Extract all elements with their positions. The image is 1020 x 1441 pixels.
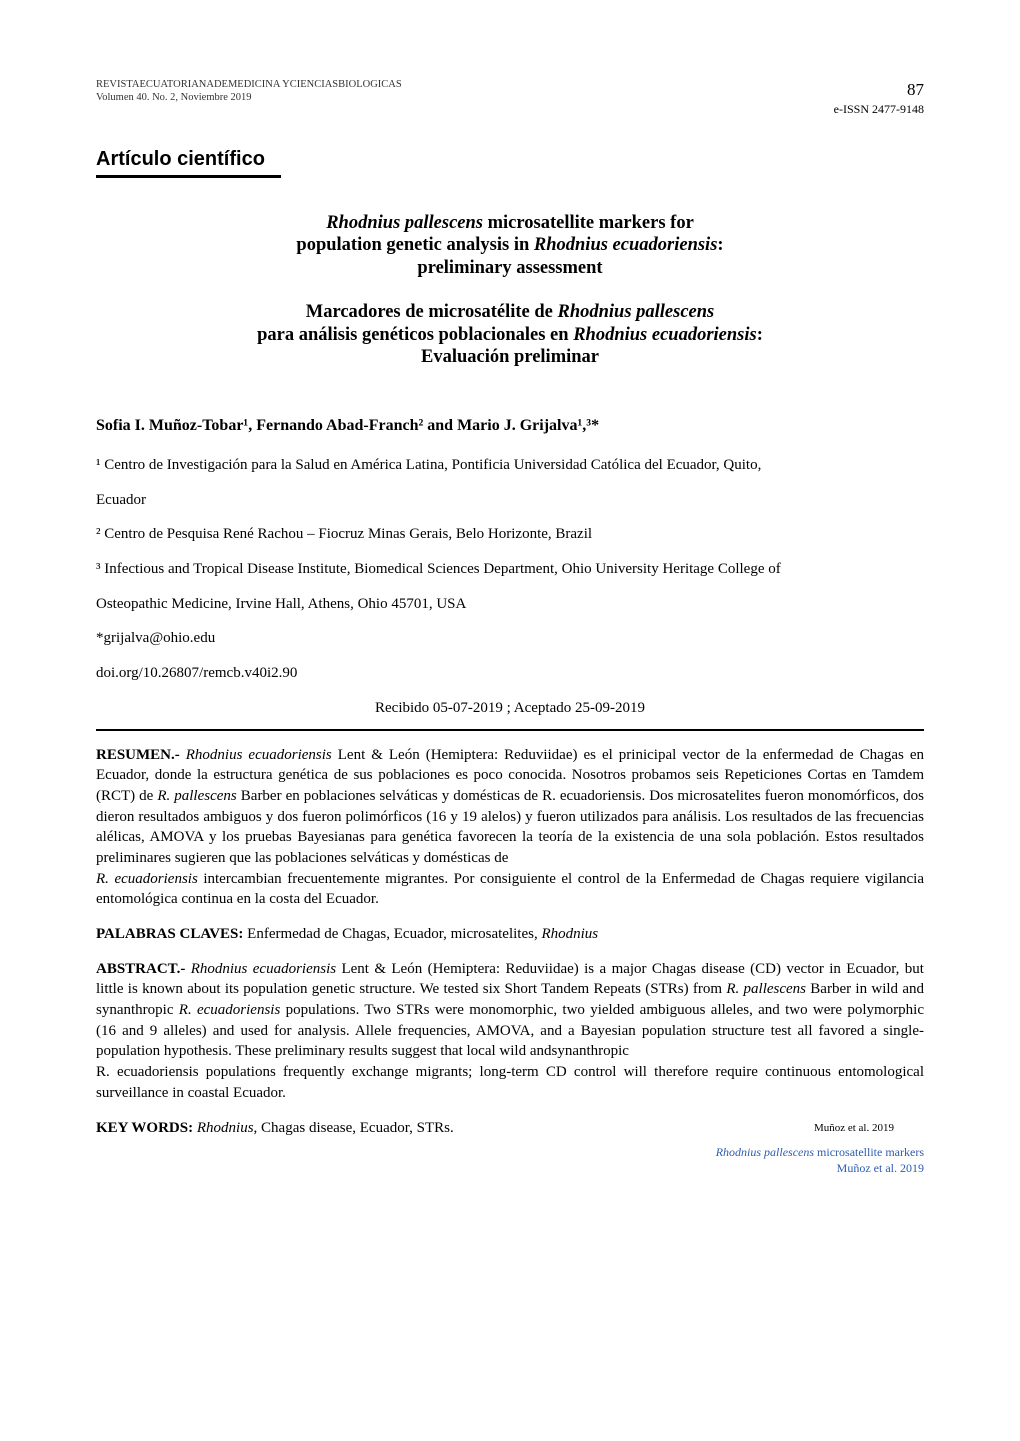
abstract-sp3: R. ecuadoriensis (179, 1002, 281, 1018)
divider-rule (96, 729, 924, 731)
palabras-text: Enfermedad de Chagas, Ecuador, microsate… (247, 926, 541, 942)
title-block: Rhodnius pallescens microsatellite marke… (96, 212, 924, 369)
title-english: Rhodnius pallescens microsatellite marke… (96, 212, 924, 280)
section-heading: Artículo científico (96, 146, 924, 178)
resumen-block: RESUMEN.- Rhodnius ecuadoriensis Lent & … (96, 745, 924, 911)
title-en-pre2: population genetic analysis in (296, 235, 533, 255)
affiliation-2: ² Centro de Pesquisa René Rachou – Fiocr… (96, 524, 924, 545)
title-es-pre2: para análisis genéticos poblacionales en (257, 325, 573, 345)
footer-running-author: Muñoz et al. 2019 (837, 1161, 924, 1175)
footer-running-ital: Rhodnius pallescens (716, 1145, 817, 1159)
title-es-ital2: Rhodnius ecuadoriensis (573, 325, 757, 345)
submission-dates: Recibido 05-07-2019 ; Aceptado 25-09-201… (96, 698, 924, 719)
journal-info: REVISTAECUATORIANADEMEDICINA YCIENCIASBI… (96, 78, 402, 104)
resumen-sp1: Rhodnius ecuadoriensis (186, 747, 332, 763)
title-es-post2: : (757, 325, 763, 345)
authors: Sofia I. Muñoz-Tobar¹, Fernando Abad-Fra… (96, 415, 924, 437)
footer-cite-inline: Muñoz et al. 2019 (814, 1121, 924, 1138)
keywords-ital: Rhodnius (197, 1120, 254, 1136)
palabras-claves: PALABRAS CLAVES: Enfermedad de Chagas, E… (96, 924, 924, 945)
affiliation-3: ³ Infectious and Tropical Disease Instit… (96, 559, 924, 580)
journal-volume: Volumen 40. No. 2, Noviembre 2019 (96, 91, 402, 104)
palabras-label: PALABRAS CLAVES: (96, 926, 247, 942)
footer-running-rest: microsatellite markers (817, 1145, 924, 1159)
affiliation-1b: Ecuador (96, 490, 924, 511)
resumen-t3: intercambian frecuentemente migrantes. P… (96, 871, 924, 908)
abstract-label: ABSTRACT.- (96, 961, 191, 977)
eissn: e-ISSN 2477-9148 (834, 101, 924, 118)
keywords-label: KEY WORDS: (96, 1120, 197, 1136)
title-en-l3: preliminary assessment (417, 258, 602, 278)
abstract-tail: R. ecuadoriensis populations frequently … (96, 1064, 924, 1101)
keywords: KEY WORDS: Rhodnius, Chagas disease, Ecu… (96, 1118, 454, 1139)
palabras-ital: Rhodnius (541, 926, 598, 942)
page-header: REVISTAECUATORIANADEMEDICINA YCIENCIASBI… (96, 78, 924, 118)
running-footer: Rhodnius pallescens microsatellite marke… (96, 1144, 924, 1176)
section-label: Artículo científico (96, 146, 265, 174)
abstract-sp1: Rhodnius ecuadoriensis (191, 961, 336, 977)
abstract-sp2: R. pallescens (726, 981, 806, 997)
affiliation-3b: Osteopathic Medicine, Irvine Hall, Athen… (96, 594, 924, 615)
section-underline (96, 175, 281, 178)
doi: doi.org/10.26807/remcb.v40i2.90 (96, 663, 924, 684)
keywords-rest: , Chagas disease, Ecuador, STRs. (254, 1120, 454, 1136)
abstract-block: ABSTRACT.- Rhodnius ecuadoriensis Lent &… (96, 959, 924, 1104)
title-en-ital1: Rhodnius pallescens (326, 213, 483, 233)
title-spanish: Marcadores de microsatélite de Rhodnius … (96, 301, 924, 369)
affiliation-1: ¹ Centro de Investigación para la Salud … (96, 455, 924, 476)
resumen-sp3: R. ecuadoriensis (96, 871, 198, 887)
resumen-sp2: R. pallescens (157, 788, 236, 804)
title-en-ital2: Rhodnius ecuadoriensis (534, 235, 718, 255)
header-right: 87 e-ISSN 2477-9148 (834, 78, 924, 118)
title-es-l3: Evaluación preliminar (421, 347, 599, 367)
page-number: 87 (834, 78, 924, 101)
corresponding-author: *grijalva@ohio.edu (96, 628, 924, 649)
title-en-post1: microsatellite markers for (483, 213, 694, 233)
title-en-post2: : (717, 235, 723, 255)
journal-name: REVISTAECUATORIANADEMEDICINA YCIENCIASBI… (96, 78, 402, 91)
title-es-pre1: Marcadores de microsatélite de (306, 302, 558, 322)
title-es-ital1: Rhodnius pallescens (557, 302, 714, 322)
resumen-label: RESUMEN.- (96, 747, 186, 763)
